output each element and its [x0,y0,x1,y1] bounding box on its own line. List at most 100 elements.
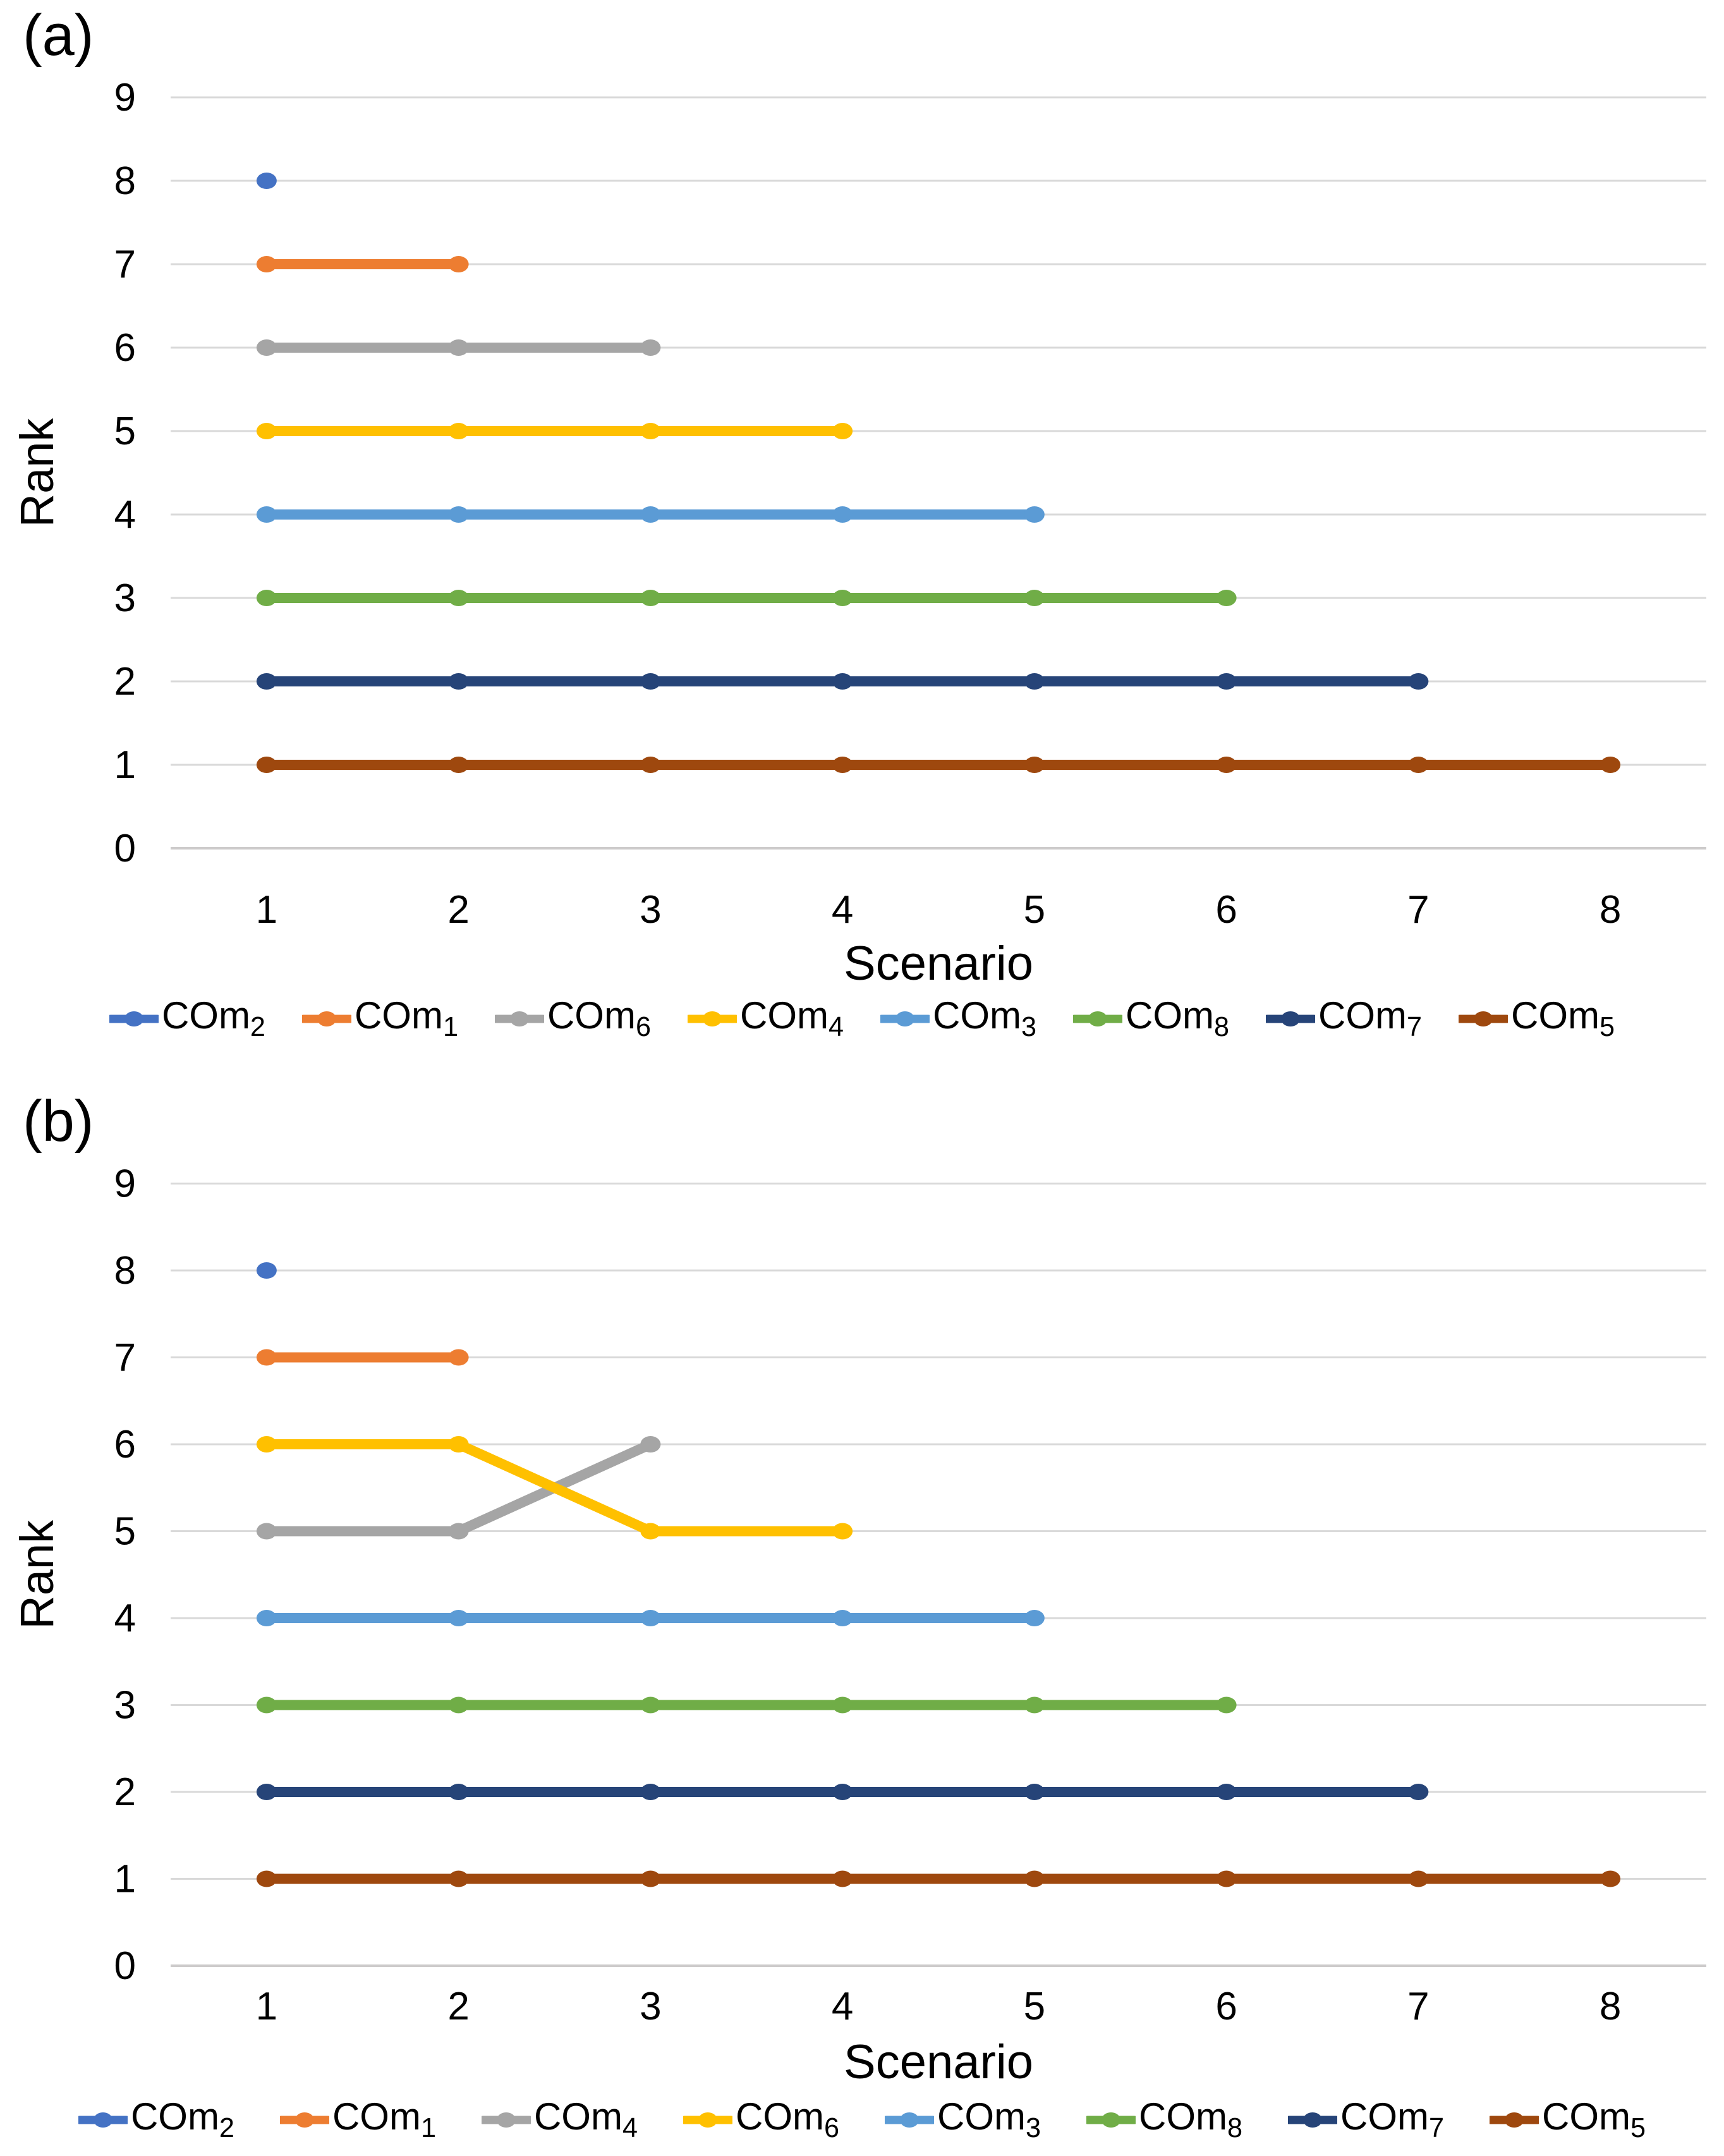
legend-marker-icon-COm2 [109,1011,159,1026]
x-tick-label: 4 [832,1985,853,2028]
marker-COm5-x2 [448,1870,469,1887]
series-COm7 [256,673,1429,690]
marker-COm4-x1 [256,1523,277,1540]
legend-item-COm7: COm7 [1288,2095,1445,2143]
marker-COm4-x2 [448,1523,469,1540]
y-tick-label: 6 [114,326,136,370]
series-COm7 [256,1784,1429,1800]
gridlines [171,96,1706,850]
marker-COm3-x2 [448,506,469,523]
legend-item-COm1: COm1 [279,2095,436,2143]
marker-COm3-x1 [256,1610,277,1626]
y-tick-label: 2 [114,1770,136,1814]
legend-dot-swatch [93,2112,112,2128]
y-tick-label: 1 [114,1858,136,1901]
marker-COm7-x6 [1216,1784,1237,1800]
marker-COm4-x4 [832,423,853,439]
series-COm3 [256,1610,1045,1626]
marker-COm7-x4 [832,1784,853,1800]
series-COm2 [256,1262,277,1279]
y-axis-title: Rank [11,1520,63,1629]
legend-dot-swatch [124,1011,143,1026]
y-tick-label: 0 [114,1944,136,1988]
series-COm8 [256,590,1237,606]
marker-COm5-x4 [832,757,853,773]
series-COm5 [256,757,1621,773]
legend-label-COm6: COm6 [547,994,651,1042]
legend-marker-icon-COm8 [1086,2112,1136,2128]
legend-dot-swatch [1281,1011,1301,1026]
legend-marker-icon-COm3 [885,2112,934,2128]
legend-item-COm8: COm8 [1073,996,1229,1041]
marker-COm8-x4 [832,1696,853,1714]
legend-item-COm4: COm4 [687,996,844,1041]
marker-COm7-x1 [256,1784,277,1800]
marker-COm5-x5 [1024,1870,1045,1887]
marker-COm3-x3 [640,1610,661,1626]
series-COm4 [256,423,853,439]
legend-dot-swatch [1303,2112,1323,2128]
y-tick-label: 3 [114,1684,136,1727]
marker-COm8-x1 [256,590,277,606]
marker-COm3-x4 [832,506,853,523]
legend-dot-swatch [1088,1011,1108,1026]
marker-COm5-x5 [1024,757,1045,773]
series-line-COm6 [261,1439,848,1537]
legend-item-COm4: COm4 [481,2095,638,2143]
legend-dot-swatch [509,1011,529,1026]
marker-COm5-x4 [832,1870,853,1887]
legend-dot-swatch [698,2112,717,2128]
marker-COm1-x1 [256,256,277,272]
marker-COm7-x4 [832,673,853,690]
marker-COm5-x7 [1408,757,1429,773]
y-tick-label: 8 [114,159,136,203]
marker-COm6-x2 [448,339,469,356]
legend-dot-swatch [900,2112,919,2128]
marker-COm8-x2 [448,590,469,606]
legend-marker-icon-COm8 [1073,1011,1123,1026]
legend-label-COm4: COm4 [533,2095,638,2143]
x-tick-label: 1 [256,1985,277,2028]
legend-item-COm8: COm8 [1086,2097,1242,2142]
x-tick-label: 2 [447,888,469,932]
marker-COm6-x3 [640,339,661,356]
y-tick-label: 1 [114,743,136,787]
legend-item-COm3: COm3 [885,2097,1041,2142]
x-tick-labels: 1 2 3 4 5 6 7 8 [256,888,1622,932]
legend-label-COm7: COm7 [1340,2095,1445,2143]
legend-marker-icon-COm6 [683,2112,732,2128]
marker-COm8-x1 [256,1696,277,1714]
marker-COm8-x5 [1024,1696,1045,1714]
y-axis-title: Rank [11,418,63,528]
legend-dot-swatch [294,2112,314,2128]
x-tick-label: 1 [256,888,277,932]
series-COm6 [256,339,661,356]
marker-COm5-x6 [1216,757,1237,773]
legend-marker-icon-COm4 [481,2112,531,2128]
series-COm4 [256,1436,661,1540]
marker-COm3-x5 [1024,1610,1045,1626]
legend-label-COm5: COm5 [1542,2095,1646,2143]
y-tick-label: 9 [114,1162,136,1206]
x-tick-label: 6 [1215,888,1237,932]
x-tick-label: 7 [1407,888,1429,932]
y-tick-label: 6 [114,1423,136,1466]
marker-COm3-x2 [448,1610,469,1626]
legend-label-COm3: COm3 [933,994,1037,1042]
chart-panel-b: (b) 0 1 2 3 4 5 6 7 8 9 Rank 1 2 3 4 5 6 7 8 Scenario COm2 C… [0,1075,1724,2156]
x-tick-label: 2 [447,1985,469,2028]
legend-marker-icon-COm1 [301,1011,351,1026]
legend-item-COm6: COm6 [683,2097,839,2142]
y-tick-label: 9 [114,76,136,119]
marker-COm5-x1 [256,1870,277,1887]
legend-dot-swatch [895,1011,914,1026]
legend-dot-swatch [1505,2112,1524,2128]
x-tick-label: 5 [1024,888,1045,932]
x-axis-title: Scenario [844,937,1033,990]
series-COm3 [256,506,1045,523]
y-tick-label: 4 [114,493,136,537]
marker-COm7-x7 [1408,673,1429,690]
legend-a: COm2 COm1 COm6 COm4 COm3 COm8 COm7 COm5 [0,984,1724,1054]
legend-label-COm1: COm1 [332,2095,436,2143]
marker-COm8-x5 [1024,590,1045,606]
